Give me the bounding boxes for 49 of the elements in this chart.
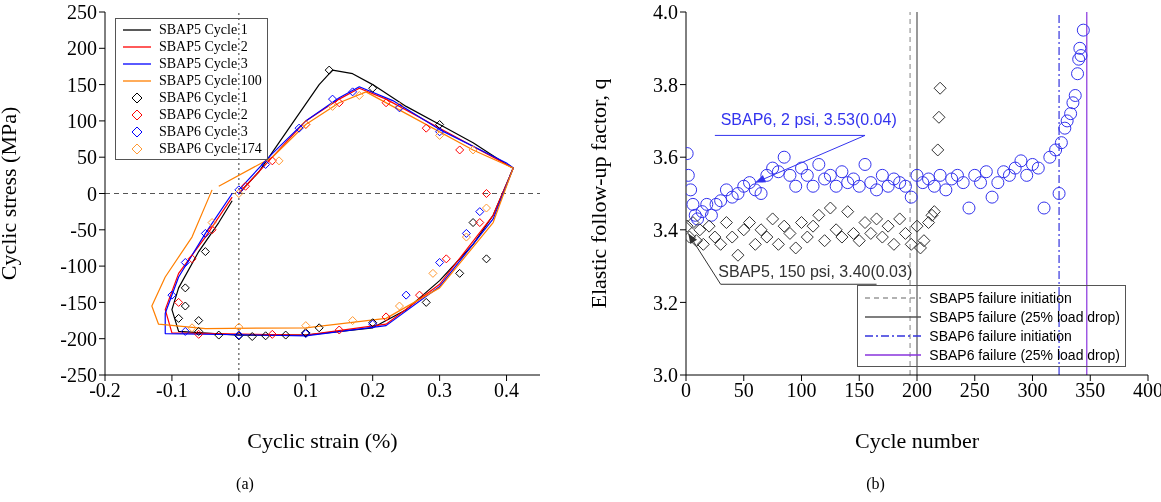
text: (b) xyxy=(865,475,886,493)
x-tick-label: 350 xyxy=(1075,379,1106,402)
y-axis-title: Elastic follow-up factor, q xyxy=(585,78,611,309)
legend-label: SBAP5 Cycle 3 xyxy=(159,55,248,72)
x-tick-label: 0.0 xyxy=(226,379,252,402)
x-tick-label: 100 xyxy=(786,379,817,402)
y-tick-label: 3.8 xyxy=(653,73,678,96)
y-tick-label: 250 xyxy=(67,1,97,24)
legend-label: SBAP6 Cycle 174 xyxy=(159,140,262,157)
x-tick-label: 0.2 xyxy=(360,379,386,402)
y-tick-label: 150 xyxy=(67,73,97,96)
x-tick-label: 150 xyxy=(844,379,875,402)
y-tick-label: -200 xyxy=(60,327,97,350)
y-tick-label: 3.2 xyxy=(653,291,678,314)
y-tick-label: 100 xyxy=(67,110,97,132)
legend-label: SBAP6 Cycle 2 xyxy=(159,106,248,123)
x-tick-label: 300 xyxy=(1017,379,1048,402)
legend-label: SBAP5 Cycle 100 xyxy=(159,72,262,89)
x-axis-title: Cycle number xyxy=(854,428,980,453)
ref-line-label: SBAP6 failure initiation xyxy=(929,327,1072,344)
x-tick-label: 0.4 xyxy=(494,379,520,402)
y-tick-label: -150 xyxy=(60,291,97,314)
annotation: SBAP6, 2 psi, 3.53(0.04) xyxy=(720,110,897,128)
y-tick-label: 3.0 xyxy=(653,364,678,387)
legend-label: SBAP6 Cycle 3 xyxy=(159,123,248,140)
y-tick-label: 0 xyxy=(87,182,97,205)
y-tick-label: 3.4 xyxy=(653,218,678,241)
ref-line-label: SBAP5 failure (25% load drop) xyxy=(929,308,1120,325)
y-tick-label: 3.6 xyxy=(653,146,678,169)
legend-label: SBAP5 Cycle 2 xyxy=(159,38,248,55)
legend-label: SBAP5 Cycle 1 xyxy=(159,21,248,38)
ref-line-label: SBAP6 failure (25% load drop) xyxy=(929,346,1120,363)
x-tick-label: -0.1 xyxy=(156,379,188,402)
ref-line-label: SBAP5 failure initiation xyxy=(929,289,1072,306)
y-tick-label: -100 xyxy=(60,255,97,278)
x-tick-label: 0.1 xyxy=(293,379,319,402)
annotation: SBAP5, 150 psi, 3.40(0.03) xyxy=(718,262,913,280)
y-tick-label: -50 xyxy=(70,218,97,241)
x-tick-label: 0.3 xyxy=(427,379,453,402)
y-tick-label: 200 xyxy=(67,37,97,60)
y-tick-label: 50 xyxy=(77,146,97,169)
text: (a) xyxy=(235,475,255,493)
x-tick-label: 200 xyxy=(902,379,932,402)
y-axis-title: Cyclic stress (MPa) xyxy=(0,106,21,281)
x-tick-label: 50 xyxy=(733,379,754,402)
legend-label: SBAP6 Cycle 1 xyxy=(159,89,248,106)
y-tick-label: 4.0 xyxy=(653,1,678,24)
x-axis-title: Cyclic strain (%) xyxy=(247,428,398,453)
x-tick-label: 250 xyxy=(959,379,990,402)
